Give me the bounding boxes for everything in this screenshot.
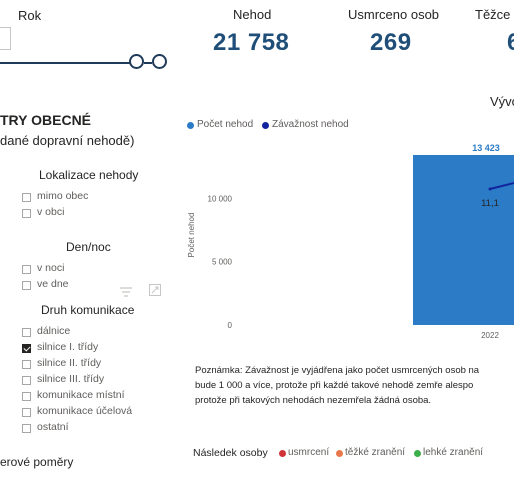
legend-label-killed[interactable]: usmrcení <box>288 447 330 458</box>
kpi-title: Nehod <box>233 7 272 22</box>
filter-checkbox[interactable] <box>22 392 31 401</box>
year-slider-handle-end[interactable] <box>152 54 167 69</box>
chart-note-line: Poznámka: Závažnost je vyjádřena jako po… <box>195 365 480 376</box>
bottom-legend-title: Následek osoby <box>193 447 268 459</box>
filter-checkbox[interactable] <box>22 328 31 337</box>
kpi-value: 269 <box>370 29 412 56</box>
filter-checkbox[interactable] <box>22 265 31 274</box>
filter-option-label[interactable]: mimo obec <box>37 190 89 202</box>
filter-checkbox[interactable] <box>22 344 31 353</box>
filters-section-title: TRY OBECNÉ <box>0 112 92 128</box>
filter-option-label[interactable]: komunikace místní <box>37 389 125 401</box>
legend-label-severe-injury[interactable]: těžké zranění <box>345 447 406 458</box>
legend-marker-severe-injury <box>336 450 343 457</box>
filter-checkbox[interactable] <box>22 376 31 385</box>
legend-marker-killed <box>279 450 286 457</box>
chart-note-line: bude 1 000 a více, protože při každé tak… <box>195 380 474 391</box>
filter-option-label[interactable]: v noci <box>37 262 65 274</box>
year-slicer-label: Rok <box>18 8 42 23</box>
filter-checkbox[interactable] <box>22 193 31 202</box>
bar-data-label: 13 423 <box>472 143 500 153</box>
kpi-value: 6 <box>507 29 514 57</box>
filter-group-label: Lokalizace nehody <box>39 168 139 182</box>
chart-note-line: protože při takových nehodách nezemřela … <box>195 395 432 406</box>
filter-option-label[interactable]: ve dne <box>37 278 69 290</box>
filter-group-label: Druh komunikace <box>41 303 135 317</box>
year-input-box[interactable] <box>0 27 11 50</box>
filter-option-label[interactable]: silnice III. třídy <box>37 373 105 385</box>
legend-marker-count <box>187 122 194 129</box>
filter-icon[interactable] <box>120 284 132 297</box>
chart-title: Vývo <box>490 94 514 109</box>
bar-pocet-nehod[interactable] <box>413 154 514 325</box>
y-tick-label: 0 <box>228 321 233 330</box>
kpi-title: Usmrceno osob <box>348 7 440 22</box>
kpi-value: 21 758 <box>213 29 290 56</box>
y-tick-label: 10 000 <box>208 194 233 203</box>
filter-option-label[interactable]: komunikace účelová <box>37 405 133 417</box>
legend-label-light-injury[interactable]: lehké zranění <box>423 447 484 458</box>
filter-checkbox[interactable] <box>22 360 31 369</box>
year-slider-handle-start[interactable] <box>129 54 144 69</box>
year-slider-track-right <box>144 62 152 64</box>
bottom-legend: Následek osoby usmrcení těžké zranění le… <box>193 447 514 461</box>
filter-option-label[interactable]: silnice I. třídy <box>37 341 99 353</box>
filter-option-label[interactable]: ostatní <box>37 421 69 433</box>
line-point-zavaznost[interactable] <box>488 187 492 191</box>
filter-group-label: Den/noc <box>66 240 111 254</box>
combo-chart: Počet nehod 0 5 000 10 000 13 423 2022 11,1 <box>187 143 514 340</box>
y-axis-title: Počet nehod <box>187 213 196 258</box>
filter-checkbox[interactable] <box>22 408 31 417</box>
filter-checkbox[interactable] <box>22 424 31 433</box>
filters-section-subtitle: dané dopravní nehodě) <box>0 133 135 148</box>
x-tick-label: 2022 <box>481 331 499 340</box>
year-slider-track[interactable] <box>0 62 138 64</box>
filter-option-label[interactable]: v obci <box>37 206 65 218</box>
line-zavaznost-nehod[interactable] <box>489 182 514 190</box>
filter-option-label[interactable]: silnice II. třídy <box>37 357 102 369</box>
legend-label-count[interactable]: Počet nehod <box>197 119 254 130</box>
filter-option-label[interactable]: dálnice <box>37 325 71 337</box>
filter-group-next-label[interactable]: erové poměry <box>0 455 74 469</box>
filter-checkbox[interactable] <box>22 209 31 218</box>
legend-marker-severity <box>262 122 269 129</box>
legend-label-severity[interactable]: Závažnost nehod <box>272 119 349 130</box>
legend-marker-light-injury <box>414 450 421 457</box>
filter-checkbox[interactable] <box>22 281 31 290</box>
y-tick-label: 5 000 <box>212 258 233 267</box>
line-data-label: 11,1 <box>481 198 499 209</box>
kpi-title: Těžce z <box>475 7 514 22</box>
focus-mode-icon[interactable] <box>149 283 161 296</box>
